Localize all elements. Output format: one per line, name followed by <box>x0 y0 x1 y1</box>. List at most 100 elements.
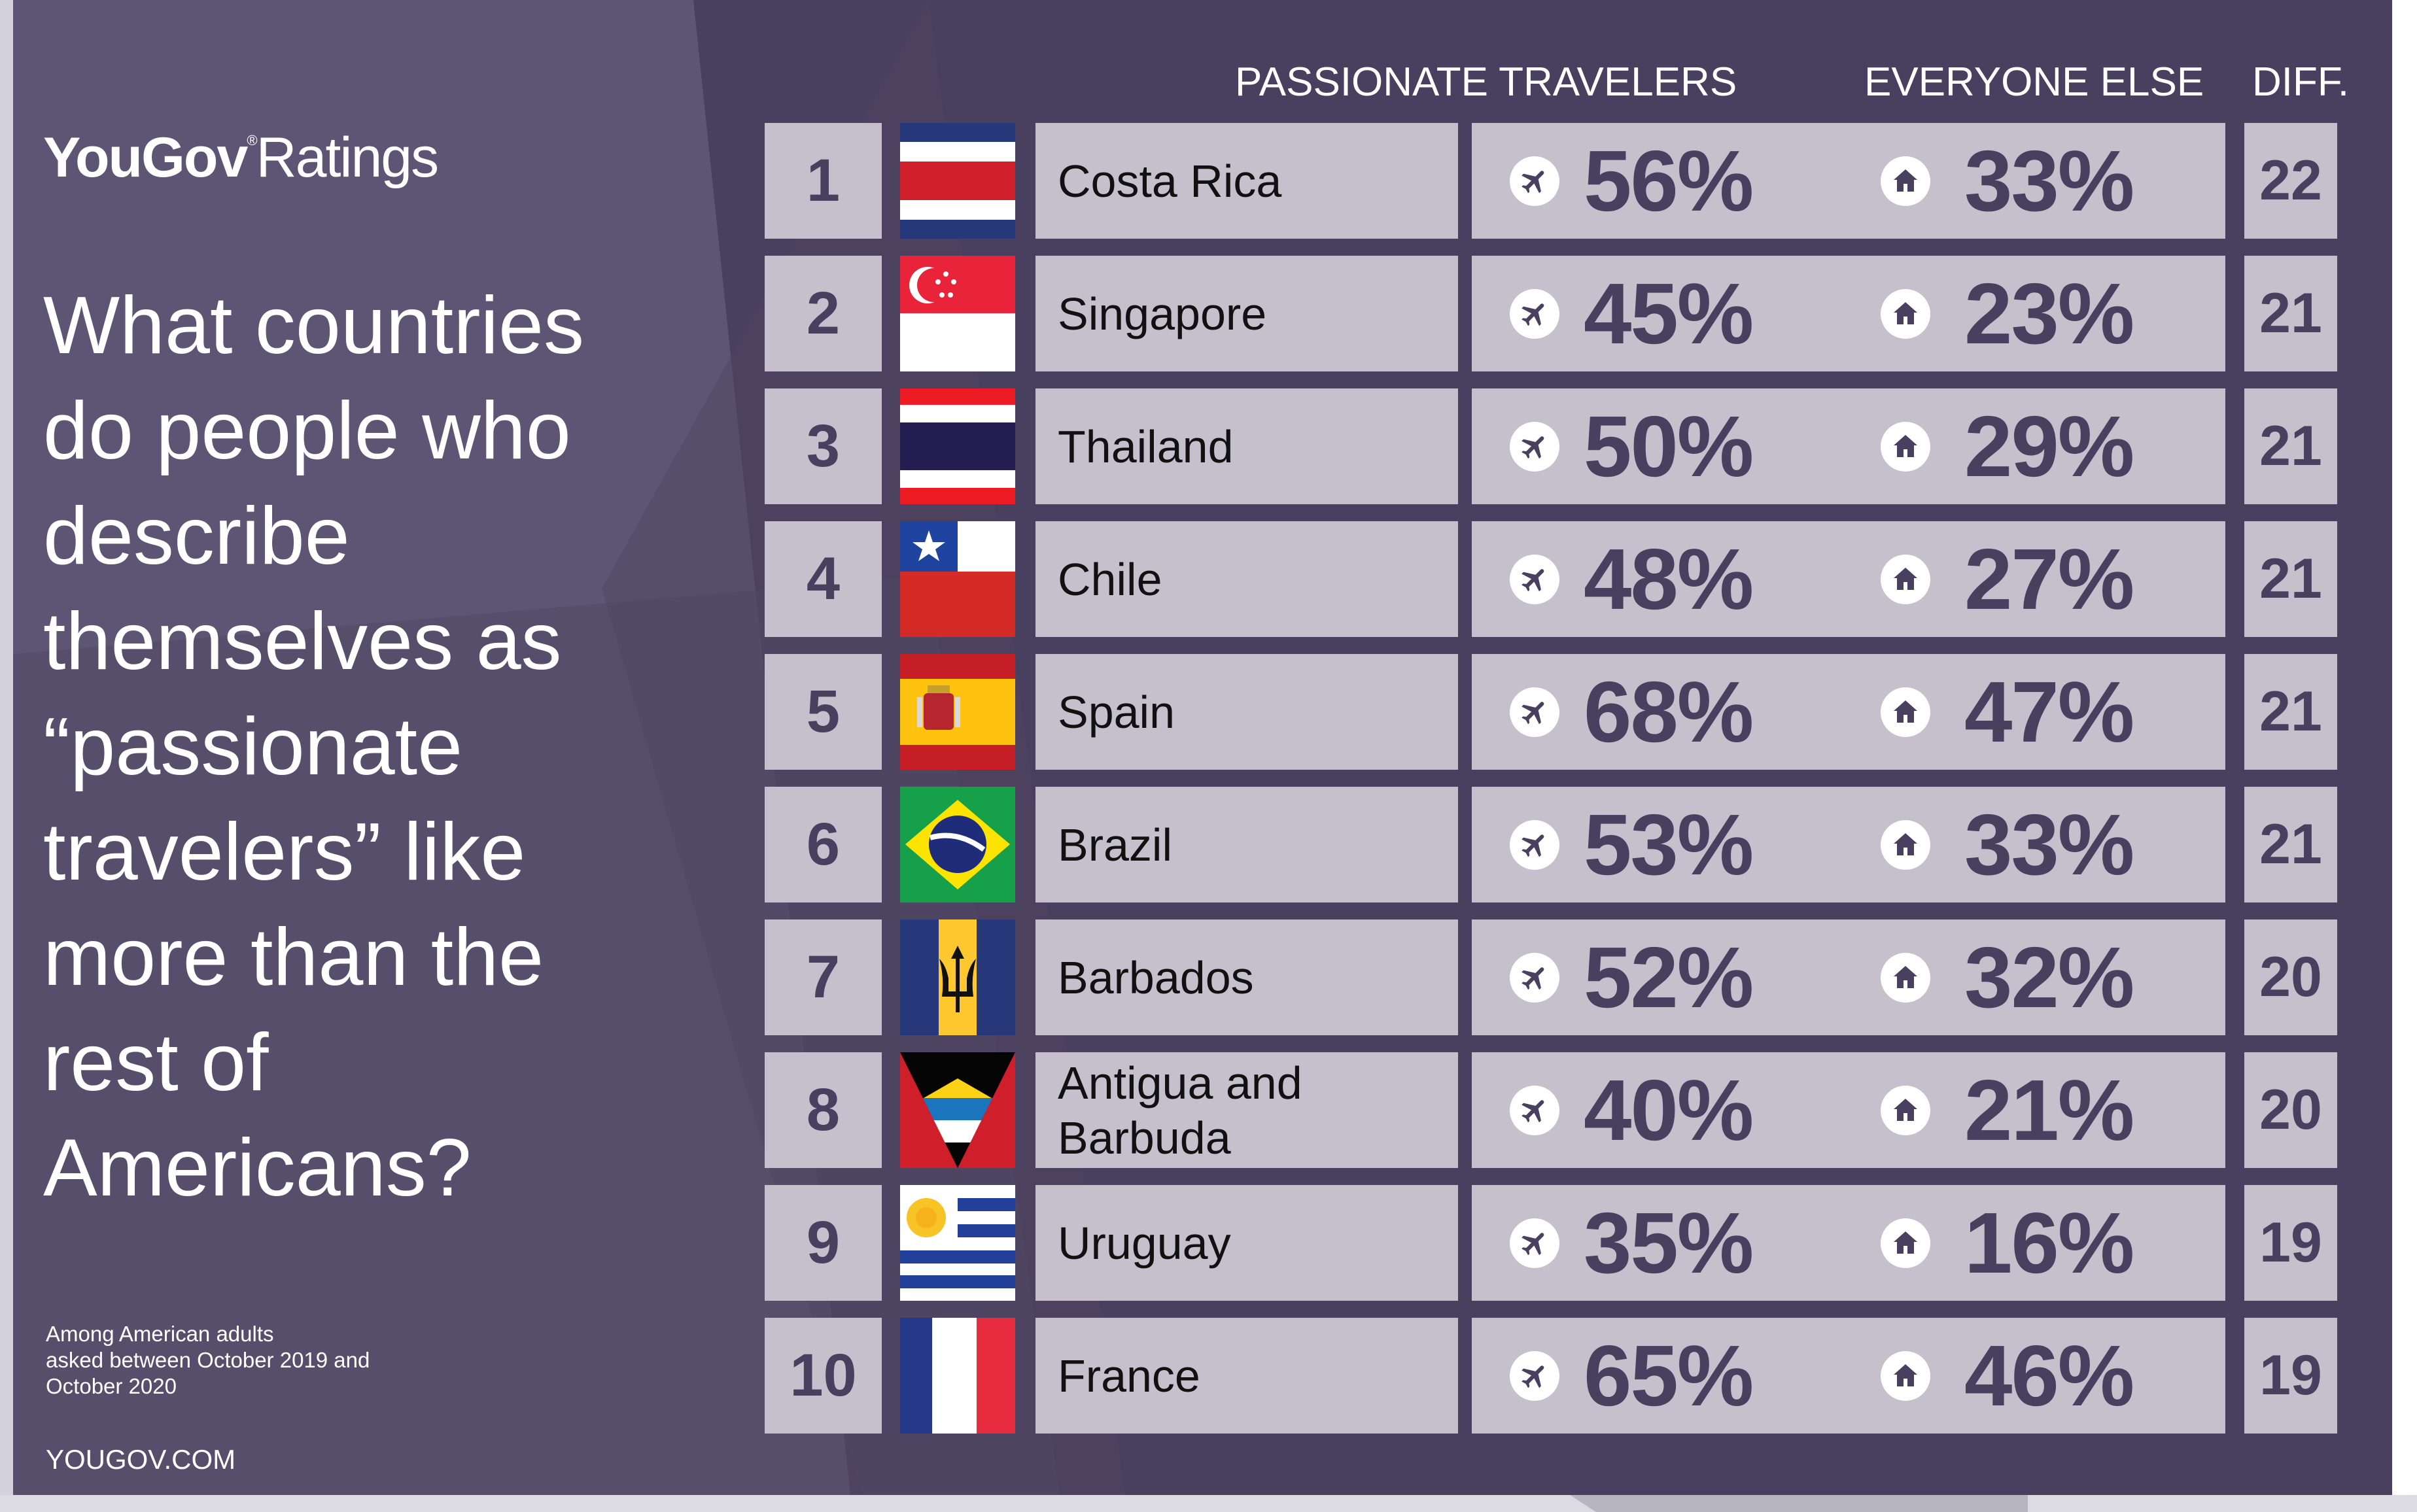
footnote: Among American adults asked between Octo… <box>46 1321 370 1400</box>
rank-number: 6 <box>806 811 841 878</box>
country-cell: Brazil <box>1035 787 1458 902</box>
country-name: Brazil <box>1058 819 1173 870</box>
rank-cell: 8 <box>765 1052 882 1168</box>
bottom-edge-accent <box>1570 1495 2028 1512</box>
country-cell: Chile <box>1035 521 1458 637</box>
flag-antigua-and-barbuda-icon <box>900 1052 1015 1168</box>
country-name: France <box>1058 1350 1200 1401</box>
title-line: “passionate <box>43 702 463 792</box>
rank-cell: 9 <box>765 1185 882 1301</box>
table-row-barbados: 7 Barbados 52% 32% 20 <box>765 919 2337 1035</box>
bottom-edge-strip <box>0 1495 2417 1512</box>
rank-cell: 7 <box>765 919 882 1035</box>
country-cell: Spain <box>1035 654 1458 770</box>
passionate-percent: 68% <box>1584 664 1754 760</box>
rank-number: 9 <box>806 1209 841 1276</box>
country-name: Antigua and Barbuda <box>1058 1057 1302 1163</box>
flag-france-icon <box>900 1318 1015 1434</box>
rank-number: 3 <box>806 413 841 479</box>
diff-cell: 22 <box>2244 123 2337 239</box>
values-cell: 52% 32% <box>1472 919 2225 1035</box>
diff-value: 21 <box>2259 282 2322 345</box>
rank-number: 8 <box>806 1076 841 1143</box>
page-title: What countries do people who describe th… <box>43 273 737 1221</box>
airplane-icon <box>1510 555 1559 604</box>
country-name: Singapore <box>1058 288 1267 339</box>
rank-number: 1 <box>806 147 841 214</box>
rank-number: 10 <box>790 1342 857 1409</box>
rank-number: 5 <box>806 678 841 745</box>
everyone-else-percent: 27% <box>1964 531 2134 627</box>
diff-value: 20 <box>2259 1078 2322 1141</box>
airplane-icon <box>1510 1086 1559 1135</box>
title-line: travelers” like <box>43 807 526 897</box>
flag-uruguay-icon <box>900 1185 1015 1301</box>
airplane-icon <box>1510 422 1559 472</box>
country-cell: Thailand <box>1035 388 1458 504</box>
airplane-icon <box>1510 953 1559 1003</box>
house-icon <box>1881 1218 1930 1268</box>
left-edge-strip <box>0 0 13 1512</box>
flag-barbados-icon <box>900 919 1015 1035</box>
values-cell: 35% 16% <box>1472 1185 2225 1301</box>
airplane-icon <box>1510 1351 1559 1401</box>
yougov-ratings-logo: YouGov®Ratings <box>43 126 439 190</box>
country-cell: Uruguay <box>1035 1185 1458 1301</box>
house-icon <box>1881 156 1930 206</box>
country-cell: Singapore <box>1035 256 1458 371</box>
everyone-else-percent: 32% <box>1964 929 2134 1025</box>
passionate-percent: 65% <box>1584 1328 1754 1424</box>
country-cell: Barbados <box>1035 919 1458 1035</box>
header-passionate-travelers: PASSIONATE TRAVELERS <box>1235 60 1737 105</box>
airplane-icon <box>1510 1218 1559 1268</box>
title-line: rest of <box>43 1018 269 1108</box>
passionate-percent: 56% <box>1584 133 1754 229</box>
title-line: do people who <box>43 386 571 476</box>
house-icon <box>1881 953 1930 1003</box>
footnote-line: Among American adults <box>46 1322 274 1346</box>
background-shape <box>13 576 1060 1495</box>
diff-cell: 21 <box>2244 388 2337 504</box>
diff-value: 21 <box>2259 680 2322 743</box>
diff-value: 19 <box>2259 1211 2322 1274</box>
airplane-icon <box>1510 289 1559 339</box>
house-icon <box>1881 687 1930 737</box>
table-row-thailand: 3 Thailand 50% 29% 21 <box>765 388 2337 504</box>
diff-cell: 21 <box>2244 654 2337 770</box>
rank-cell: 4 <box>765 521 882 637</box>
table-row-france: 10 France 65% 46% 19 <box>765 1318 2337 1434</box>
rank-number: 4 <box>806 545 841 612</box>
header-diff: DIFF. <box>2252 60 2350 105</box>
title-line: more than the <box>43 912 544 1003</box>
logo-brand: YouGov <box>43 126 248 189</box>
rank-cell: 1 <box>765 123 882 239</box>
country-cell: France <box>1035 1318 1458 1434</box>
everyone-else-percent: 47% <box>1964 664 2134 760</box>
rank-cell: 2 <box>765 256 882 371</box>
values-cell: 68% 47% <box>1472 654 2225 770</box>
everyone-else-percent: 33% <box>1964 133 2134 229</box>
country-name: Spain <box>1058 686 1175 738</box>
everyone-else-percent: 29% <box>1964 398 2134 494</box>
passionate-percent: 52% <box>1584 929 1754 1025</box>
diff-cell: 20 <box>2244 1052 2337 1168</box>
flag-singapore-icon <box>900 256 1015 371</box>
values-cell: 50% 29% <box>1472 388 2225 504</box>
diff-cell: 20 <box>2244 919 2337 1035</box>
diff-value: 20 <box>2259 946 2322 1008</box>
house-icon <box>1881 422 1930 472</box>
diff-value: 22 <box>2259 149 2322 212</box>
passionate-percent: 40% <box>1584 1062 1754 1158</box>
values-cell: 45% 23% <box>1472 256 2225 371</box>
table-row-uruguay: 9 Uruguay 35% 16% 19 <box>765 1185 2337 1301</box>
country-name: Chile <box>1058 553 1162 605</box>
flag-thailand-icon <box>900 388 1015 504</box>
passionate-percent: 45% <box>1584 266 1754 362</box>
country-name: Uruguay <box>1058 1217 1231 1269</box>
country-cell: Antigua and Barbuda <box>1035 1052 1458 1168</box>
rank-number: 2 <box>806 280 841 347</box>
title-line: describe <box>43 491 350 581</box>
website-link[interactable]: YOUGOV.COM <box>46 1444 236 1475</box>
country-name: Costa Rica <box>1058 155 1282 207</box>
diff-cell: 19 <box>2244 1318 2337 1434</box>
